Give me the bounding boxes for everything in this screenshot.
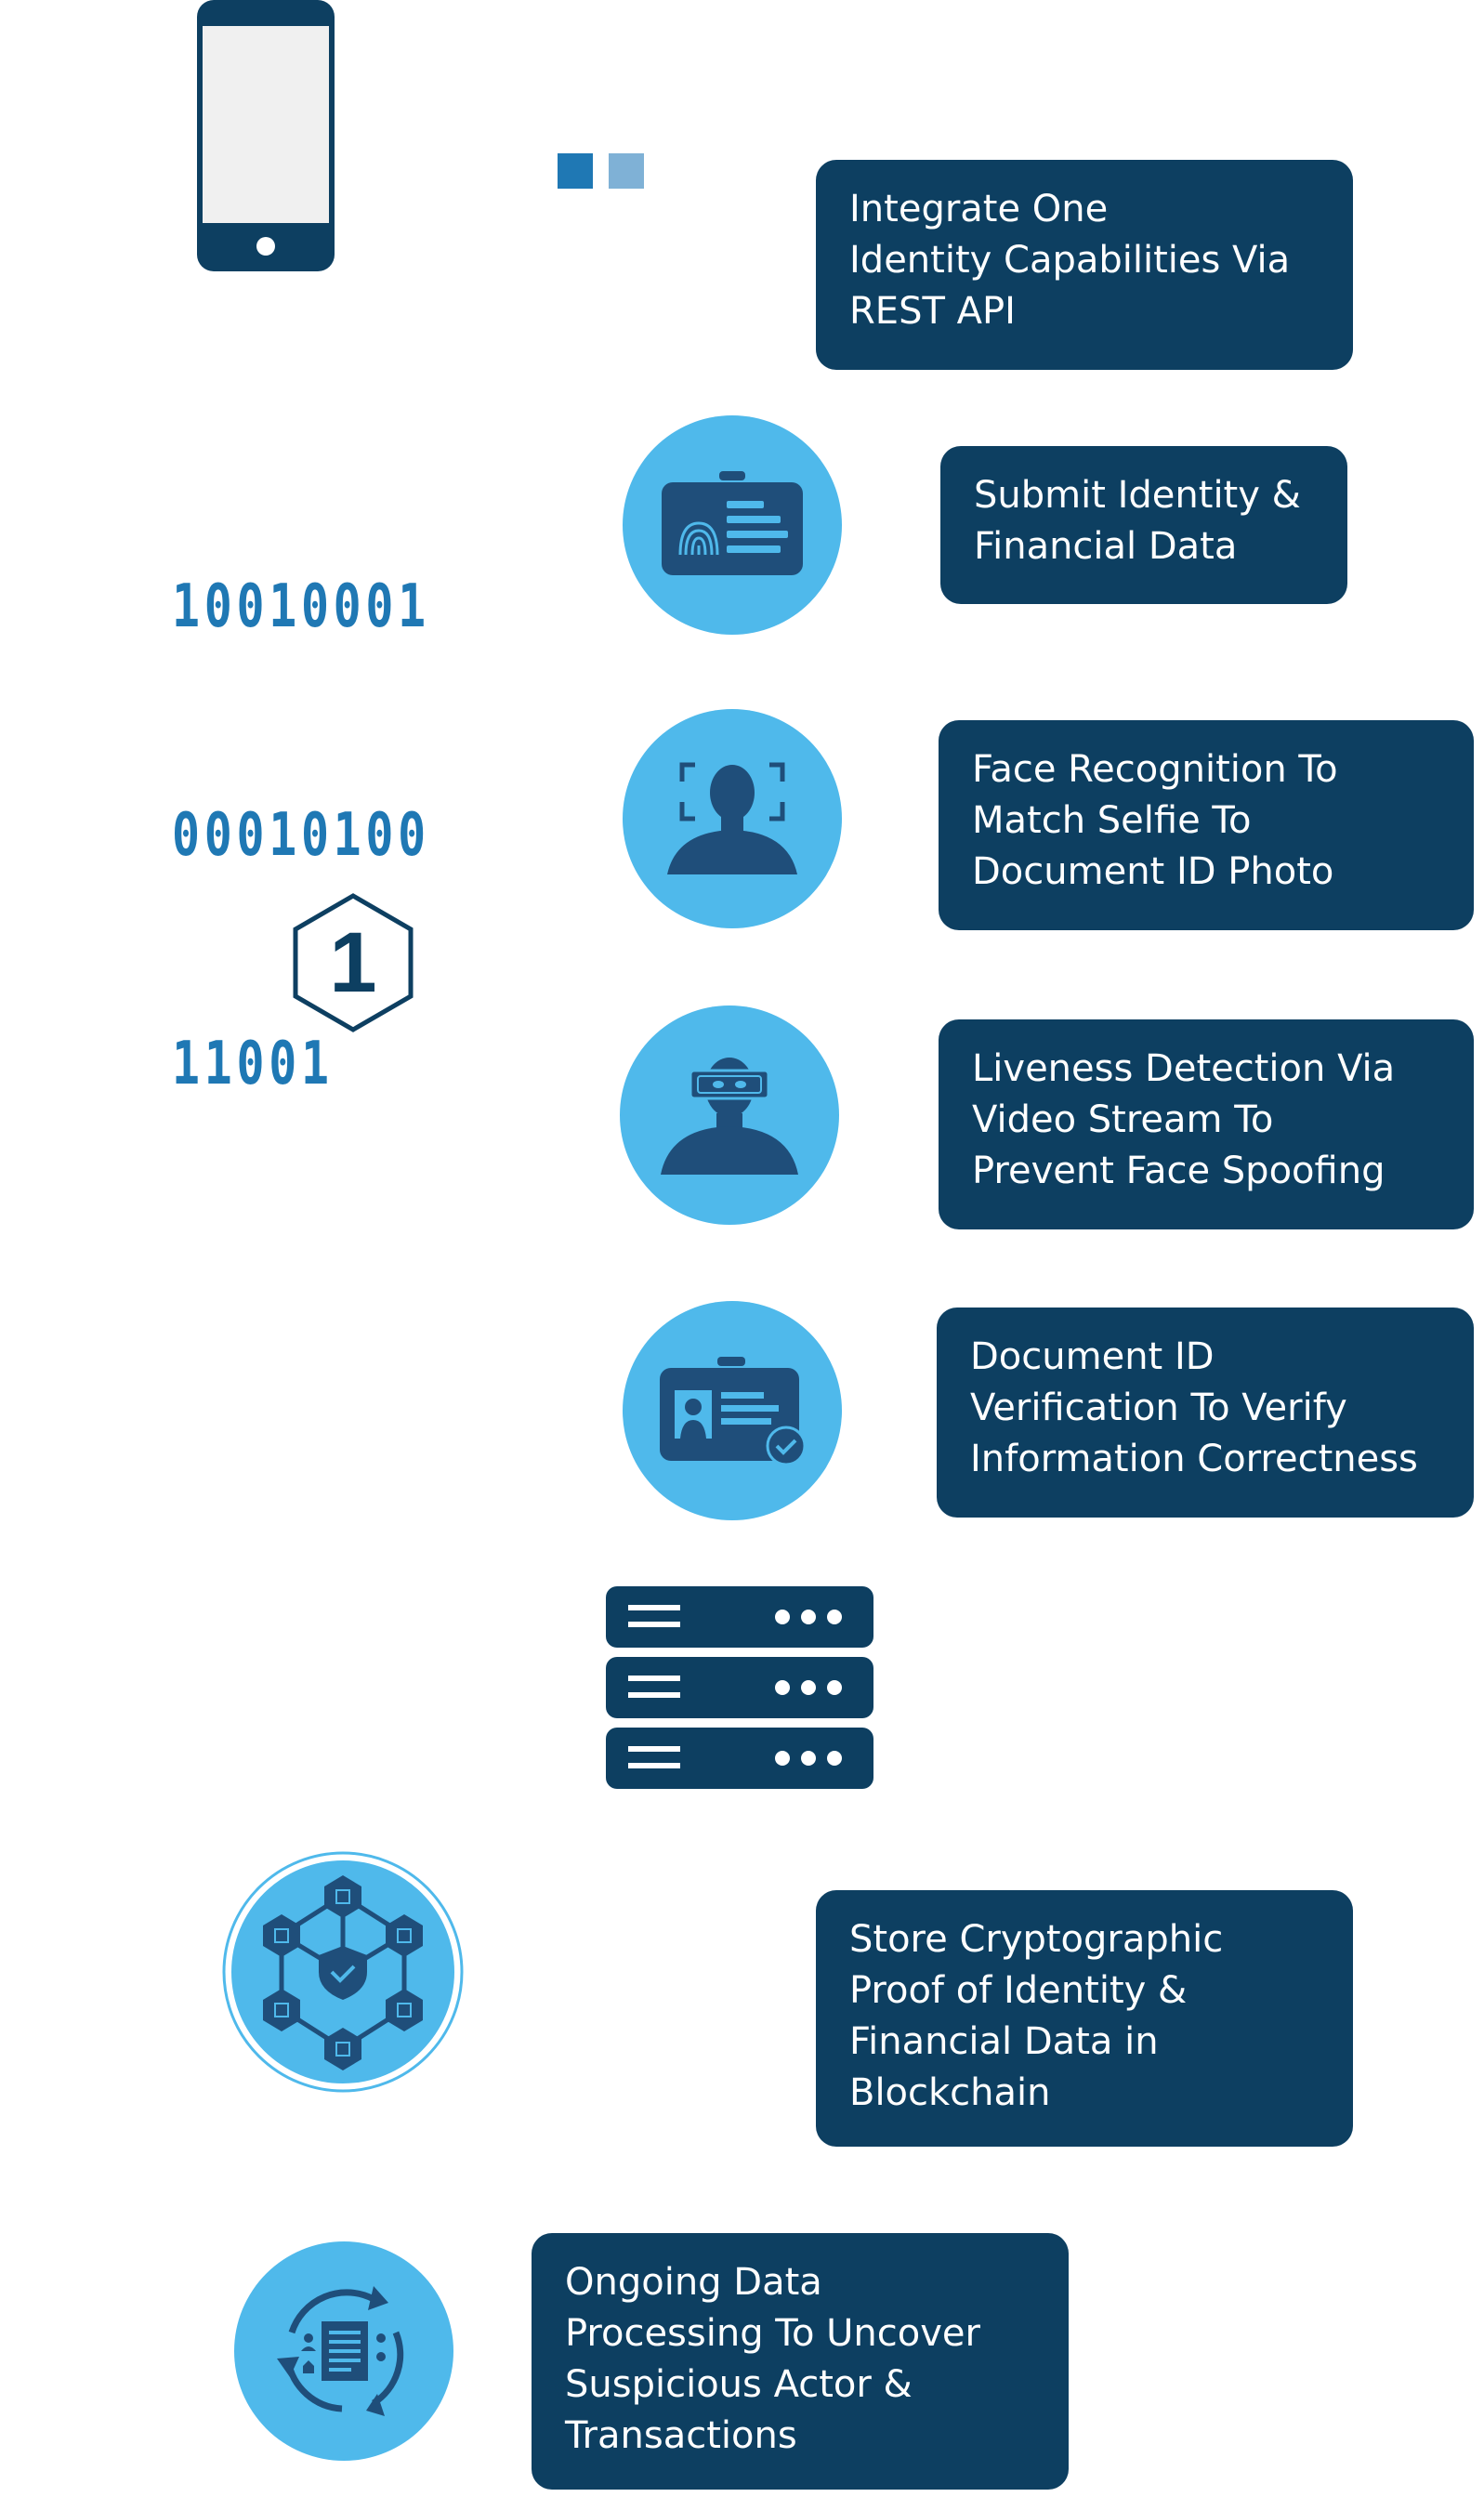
step-5-line: Document ID [970, 1335, 1215, 1378]
liveness-scan-icon [620, 1005, 839, 1225]
step-1-box: Integrate One Identity Capabilities Via … [816, 160, 1353, 370]
decorative-square-light [609, 153, 644, 189]
step-2-line: Submit Identity & [974, 474, 1301, 517]
step-4-line: Prevent Face Spoofing [972, 1150, 1386, 1192]
step-6-line: Proof of Identity & [849, 1969, 1188, 2012]
step-3-line: Document ID Photo [972, 850, 1334, 893]
step-6-box: Store Cryptographic Proof of Identity & … [816, 1890, 1353, 2147]
step-4-box: Liveness Detection Via Video Stream To P… [939, 1019, 1474, 1229]
step-4-line: Liveness Detection Via [972, 1047, 1396, 1090]
server-stack-icon [606, 1586, 873, 1791]
step-3-box: Face Recognition To Match Selfie To Docu… [939, 720, 1474, 930]
binary-line: 00010100 [172, 801, 430, 870]
verified-id-card-icon [623, 1301, 842, 1520]
smartphone-icon [197, 0, 335, 271]
step-2-line: Financial Data [974, 525, 1238, 568]
data-processing-cycle-icon [234, 2241, 453, 2461]
step-6-line: Blockchain [849, 2071, 1051, 2114]
blockchain-icon [220, 1849, 466, 2095]
step-6-line: Financial Data in [849, 2020, 1159, 2063]
step-7-line: Processing To Uncover [565, 2312, 980, 2355]
binary-code: 10010001 00010100 11001 [172, 416, 430, 1178]
binary-line: 10010001 [172, 572, 430, 641]
step-7-line: Transactions [565, 2414, 797, 2457]
step-1-line: Identity Capabilities Via [849, 239, 1291, 282]
step-7-box: Ongoing Data Processing To Uncover Suspi… [532, 2233, 1069, 2490]
step-number-badge: 1 [290, 892, 416, 1033]
step-2-box: Submit Identity & Financial Data [940, 446, 1347, 604]
step-4-line: Video Stream To [972, 1098, 1274, 1141]
binary-line: 11001 [172, 1030, 334, 1098]
step-7-line: Suspicious Actor & [565, 2363, 913, 2406]
step-6-line: Store Cryptographic [849, 1918, 1224, 1961]
step-5-box: Document ID Verification To Verify Infor… [937, 1308, 1474, 1518]
step-1-line: REST API [849, 290, 1016, 333]
fingerprint-id-card-icon [623, 415, 842, 635]
step-5-line: Information Correctness [970, 1438, 1418, 1480]
step-number: 1 [329, 915, 377, 1010]
step-3-line: Face Recognition To [972, 748, 1338, 791]
step-1-line: Integrate One [849, 188, 1109, 230]
decorative-square-dark [558, 153, 593, 189]
step-7-line: Ongoing Data [565, 2261, 822, 2304]
face-scan-icon [623, 709, 842, 928]
step-5-line: Verification To Verify [970, 1386, 1347, 1429]
step-3-line: Match Selfie To [972, 799, 1252, 842]
